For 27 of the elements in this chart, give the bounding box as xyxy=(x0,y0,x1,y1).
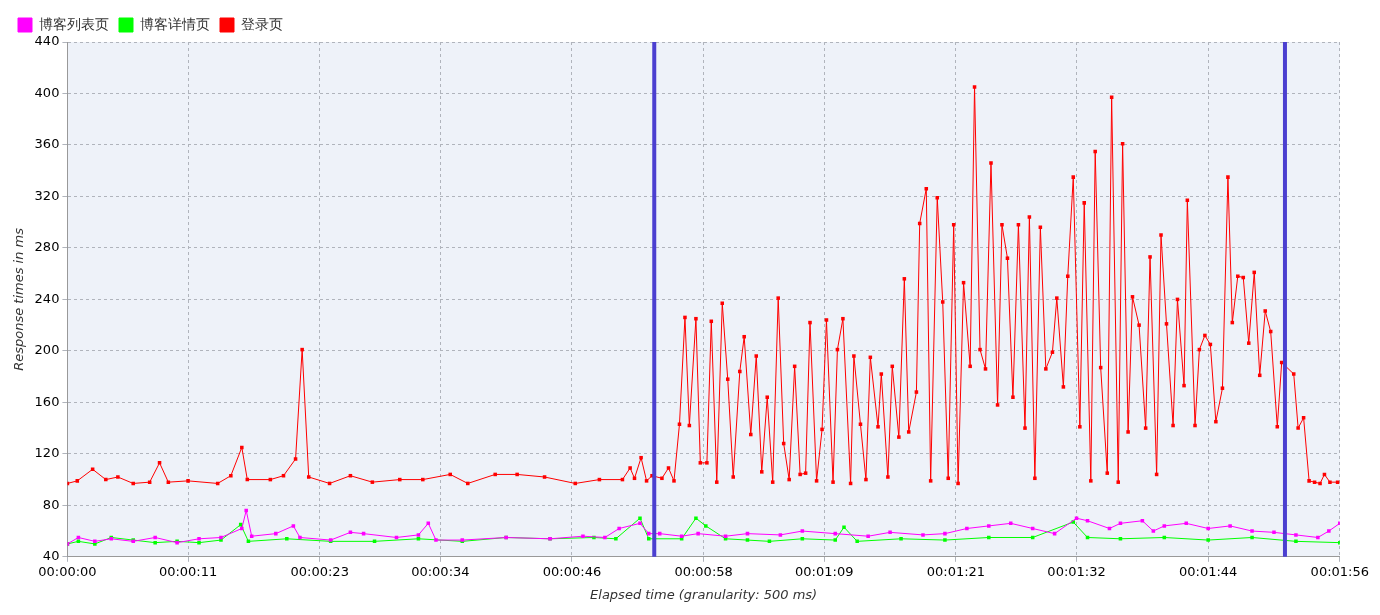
y-tick-label: 360 xyxy=(34,136,60,152)
y-tick-label: 320 xyxy=(34,187,60,203)
y-tick-label: 240 xyxy=(34,290,60,306)
x-tick-label: 00:00:00 xyxy=(38,563,97,579)
x-tick-label: 00:00:11 xyxy=(158,563,218,579)
y-tick-label: 280 xyxy=(34,239,60,255)
y-tick-label: 80 xyxy=(42,496,60,512)
x-axis-title: Elapsed time (granularity: 500 ms) xyxy=(590,586,818,602)
y-tick-label: 200 xyxy=(34,342,60,358)
y-tick-label: 400 xyxy=(34,84,60,100)
x-tick-label: 00:01:56 xyxy=(1310,563,1369,579)
x-tick-label: 00:00:46 xyxy=(542,563,602,579)
x-tick-label: 00:00:58 xyxy=(674,563,733,579)
x-tick-label: 00:00:34 xyxy=(411,563,470,579)
x-tick-label: 00:01:09 xyxy=(795,563,854,579)
x-tick-label: 00:01:21 xyxy=(926,563,986,579)
y-tick-label: 440 xyxy=(34,33,60,49)
y-tick-label: 120 xyxy=(34,445,60,461)
y-tick-label: 40 xyxy=(42,548,60,564)
y-axis-title: Response times in ms xyxy=(11,227,27,371)
legend-label: 博客列表页 xyxy=(39,15,109,32)
x-tick-label: 00:01:44 xyxy=(1178,563,1238,579)
x-tick-label: 00:01:32 xyxy=(1047,563,1106,579)
legend-label: 博客详情页 xyxy=(140,15,210,32)
y-tick-label: 160 xyxy=(34,393,60,409)
legend-label: 登录页 xyxy=(241,15,283,32)
x-tick-label: 00:00:23 xyxy=(290,563,349,579)
